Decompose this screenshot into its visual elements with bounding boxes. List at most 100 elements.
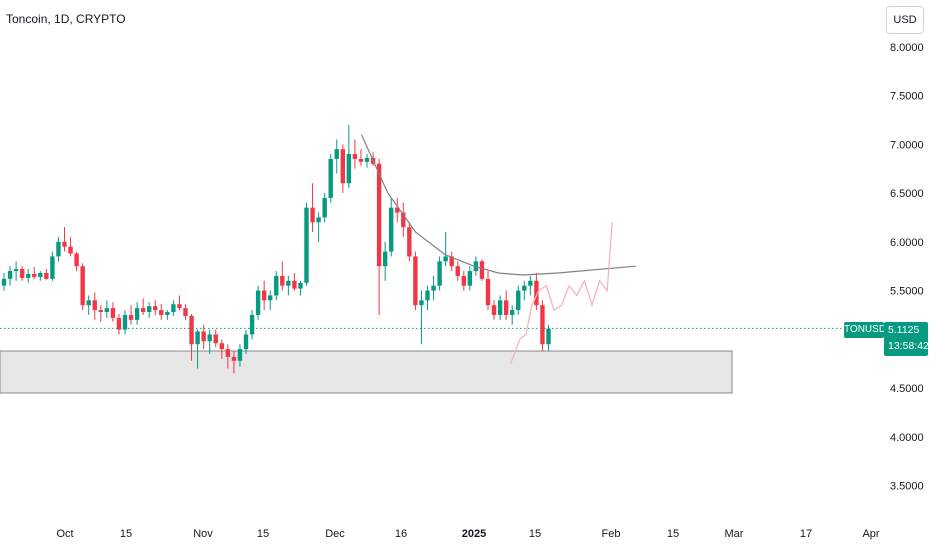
candle bbox=[485, 271, 491, 311]
candle bbox=[491, 300, 497, 320]
candle bbox=[455, 261, 460, 281]
candle bbox=[165, 310, 170, 320]
candle bbox=[540, 300, 545, 352]
candle bbox=[376, 158, 382, 315]
candle bbox=[546, 324, 551, 352]
candle bbox=[352, 139, 358, 169]
candle bbox=[322, 193, 327, 223]
candle bbox=[92, 292, 97, 320]
candle bbox=[292, 273, 297, 291]
candle bbox=[177, 295, 182, 311]
candle bbox=[255, 285, 261, 320]
candle bbox=[62, 227, 67, 252]
candle bbox=[334, 139, 339, 174]
candle bbox=[467, 266, 473, 291]
candle bbox=[44, 269, 49, 280]
candle bbox=[122, 310, 128, 335]
x-tick-label: Apr bbox=[862, 528, 879, 540]
x-tick-label: Mar bbox=[725, 528, 744, 540]
candle bbox=[274, 271, 279, 301]
candle bbox=[213, 329, 218, 348]
candle bbox=[219, 339, 224, 359]
x-tick-label: Dec bbox=[325, 528, 345, 540]
x-tick-label: 16 bbox=[395, 528, 407, 540]
candle bbox=[516, 285, 521, 315]
y-tick-label: 7.5000 bbox=[890, 91, 924, 103]
candle bbox=[503, 290, 509, 320]
candle bbox=[401, 202, 406, 237]
candle bbox=[140, 298, 146, 315]
candle bbox=[389, 197, 394, 257]
candle bbox=[382, 241, 388, 281]
last-price-value: 5.1125 bbox=[888, 324, 920, 336]
candle bbox=[147, 302, 152, 318]
candle bbox=[26, 269, 31, 283]
y-tick-label: 7.0000 bbox=[890, 139, 924, 151]
candle bbox=[286, 275, 291, 296]
candle bbox=[316, 212, 321, 242]
candle bbox=[364, 154, 370, 168]
x-tick-label: 15 bbox=[667, 528, 679, 540]
candle bbox=[86, 295, 91, 315]
candle bbox=[7, 266, 13, 286]
projection-path bbox=[509, 222, 613, 364]
candle bbox=[207, 329, 212, 354]
candle bbox=[32, 267, 37, 279]
x-tick-label: 17 bbox=[800, 528, 812, 540]
candle bbox=[497, 295, 503, 320]
candle bbox=[522, 280, 527, 301]
candle bbox=[249, 310, 255, 340]
candle bbox=[231, 351, 237, 374]
y-tick-label: 6.5000 bbox=[890, 188, 924, 200]
candle bbox=[153, 300, 158, 315]
candle bbox=[449, 251, 454, 272]
x-tick-label: 15 bbox=[257, 528, 269, 540]
y-tick-label: 4.5000 bbox=[890, 383, 924, 395]
candle bbox=[261, 280, 267, 311]
candle bbox=[340, 144, 345, 194]
candle bbox=[534, 273, 539, 311]
candle bbox=[243, 329, 249, 354]
candle bbox=[479, 259, 485, 281]
candle bbox=[358, 149, 364, 166]
x-tick-label: 2025 bbox=[462, 528, 486, 540]
candle bbox=[134, 302, 140, 325]
chart-title: Toncoin, 1D, CRYPTO bbox=[6, 12, 126, 26]
candle bbox=[328, 154, 333, 203]
y-tick-label: 5.5000 bbox=[890, 286, 924, 298]
candle bbox=[19, 266, 25, 281]
candle bbox=[38, 271, 43, 281]
resistance-curve-layer bbox=[360, 134, 636, 276]
x-axis: Oct 15 Nov 15 Dec 16 2025 15 Feb 15 Mar 17 Apr bbox=[56, 528, 879, 540]
candle bbox=[437, 256, 442, 291]
currency-button[interactable]: USD bbox=[886, 6, 924, 34]
candle bbox=[104, 300, 110, 318]
y-axis: 8.0000 7.5000 7.0000 6.5000 6.0000 5.5000 4.50… bbox=[890, 42, 924, 493]
candle bbox=[56, 236, 61, 262]
candle-countdown: 13:58:42 bbox=[888, 340, 929, 352]
candle bbox=[159, 304, 164, 320]
candle bbox=[68, 236, 73, 257]
candle bbox=[280, 261, 285, 291]
x-tick-label: Oct bbox=[56, 528, 73, 540]
candle bbox=[461, 271, 466, 291]
candle bbox=[298, 280, 303, 296]
candle bbox=[98, 305, 103, 322]
candle bbox=[50, 251, 55, 281]
candle bbox=[13, 261, 19, 281]
candle bbox=[268, 290, 273, 311]
candle bbox=[183, 304, 188, 320]
candle bbox=[128, 305, 134, 325]
y-tick-label: 6.0000 bbox=[890, 237, 924, 249]
candle bbox=[225, 344, 231, 369]
last-price-box: 5.1125 13:58:42 bbox=[884, 322, 929, 356]
candle bbox=[1, 273, 7, 291]
candle bbox=[80, 263, 85, 311]
candle bbox=[74, 251, 79, 272]
candle bbox=[443, 232, 448, 267]
y-tick-label: 3.5000 bbox=[890, 481, 924, 493]
x-tick-label: Feb bbox=[602, 528, 621, 540]
candle bbox=[419, 290, 424, 345]
